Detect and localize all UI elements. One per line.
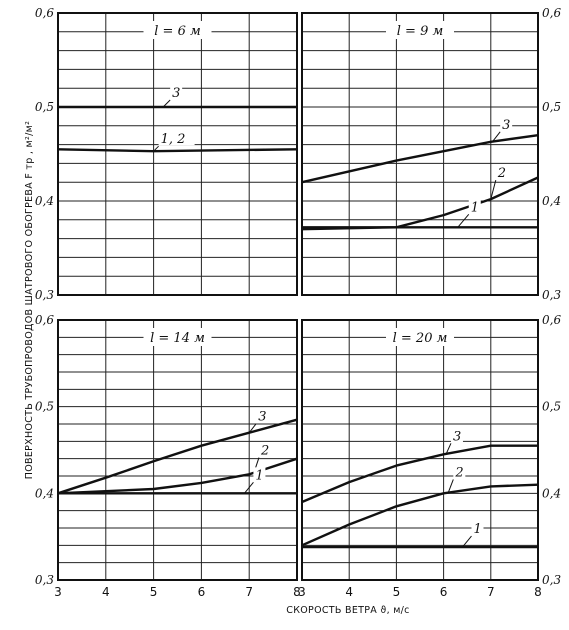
- panel-frame: [301, 319, 539, 581]
- x-tick-label: 8: [534, 585, 542, 599]
- x-tick-label: 7: [487, 585, 495, 599]
- curve-label: 3: [172, 86, 180, 101]
- curve-label-bg: [453, 464, 466, 479]
- curve-label-bg: [158, 131, 195, 146]
- y-tick-label: 0,6: [542, 313, 561, 327]
- y-tick-label: 0,6: [542, 6, 561, 20]
- y-tick-label: 0,6: [35, 313, 54, 327]
- y-tick-label: 0,5: [35, 100, 54, 114]
- series-line-2: [301, 483, 539, 547]
- panel-title-bg: [386, 21, 454, 39]
- curve-label: 1, 2: [161, 132, 186, 147]
- y-tick-label: 0,4: [542, 486, 561, 500]
- panel-title-bg: [143, 21, 212, 39]
- y-tick-label: 0,5: [542, 400, 561, 414]
- curve-label-leader: [248, 423, 257, 433]
- series-line-3: [301, 444, 538, 504]
- curve-label-leader: [162, 99, 171, 108]
- curve-label-bg: [500, 116, 513, 131]
- x-tick-label: 4: [345, 585, 353, 599]
- panel-frame: [301, 12, 539, 296]
- curve-label-bg: [450, 428, 463, 443]
- y-tick-label: 0,5: [542, 100, 561, 114]
- curve-label-leader: [447, 479, 454, 493]
- y-tick-label: 0,3: [542, 573, 561, 587]
- curve-label: 3: [453, 429, 461, 444]
- curve-label: 3: [502, 118, 510, 133]
- y-tick-label: 0,4: [542, 194, 561, 208]
- curve-label: 2: [497, 166, 506, 181]
- curve-label-bg: [468, 199, 481, 214]
- panel-title: l = 6 м: [154, 24, 201, 39]
- panels-layer: l = 6 м 0,3 0,4 0,5 0,6 3 1, 2 l = 9 м 0,3 0,4 0,5…: [35, 6, 562, 599]
- curve-label: 2: [260, 444, 269, 459]
- y-tick-label: 0,4: [35, 486, 54, 500]
- curve-label-bg: [258, 442, 271, 457]
- x-tick-label: 7: [245, 585, 253, 599]
- curve-label-bg: [256, 408, 269, 423]
- series-line-3: [57, 418, 298, 495]
- panel-title-bg: [386, 328, 454, 346]
- series-line-2: [301, 176, 539, 231]
- curve-label-leader: [445, 443, 452, 455]
- x-tick-label: 8: [293, 585, 301, 599]
- series-line-12: [57, 148, 298, 153]
- panel-title: l = 14 м: [150, 331, 205, 346]
- x-tick-label: 3: [54, 585, 62, 599]
- x-tick-label: 4: [102, 585, 110, 599]
- curve-label-bg: [495, 165, 508, 180]
- curve-label-leader: [492, 131, 501, 142]
- x-tick-label: 6: [440, 585, 448, 599]
- curve-label-leader: [462, 535, 472, 548]
- panel-frame: [57, 319, 298, 581]
- y-tick-label: 0,3: [35, 288, 54, 302]
- curve-label-bg: [253, 467, 266, 482]
- panel-l20: l = 20 м 0,3 0,4 0,5 0,6 3 4 5 6 7 8 3 2 1: [298, 313, 561, 599]
- y-tick-label: 0,6: [35, 6, 54, 20]
- y-tick-label: 0,5: [35, 400, 54, 414]
- panel-l6: l = 6 м 0,3 0,4 0,5 0,6 3 1, 2: [35, 6, 298, 302]
- panel-frame: [57, 12, 298, 296]
- panel-title: l = 9 м: [397, 24, 444, 39]
- panel-title-bg: [143, 328, 212, 346]
- curve-label: 1: [471, 200, 479, 215]
- curve-label-leader: [457, 213, 470, 228]
- curve-label-bg: [471, 521, 484, 536]
- panel-l9: l = 9 м 0,3 0,4 0,5 0,6 3 2 1: [301, 6, 561, 302]
- x-tick-label: 5: [393, 585, 401, 599]
- panel-title: l = 20 м: [393, 331, 448, 346]
- curve-label: 2: [454, 465, 463, 480]
- y-tick-label: 0,3: [542, 288, 561, 302]
- curve-label: 1: [255, 468, 263, 483]
- curve-label-leader: [490, 179, 497, 200]
- x-tick-label: 3: [298, 585, 306, 599]
- series-line-3: [301, 134, 539, 184]
- curve-label-leader: [244, 482, 254, 494]
- y-tick-label: 0,4: [35, 194, 54, 208]
- panel-l14: l = 14 м 0,3 0,4 0,5 0,6 3 4 5 6 7 8 3 2 1: [35, 313, 301, 599]
- y-tick-label: 0,3: [35, 573, 54, 587]
- curve-label: 3: [258, 410, 266, 425]
- x-axis-label: СКОРОСТЬ ВЕТРА ϑ, м/с: [286, 605, 409, 616]
- curve-label-leader: [153, 145, 159, 152]
- x-tick-label: 6: [198, 585, 206, 599]
- y-axis-label: ПОВЕРХНОСТЬ ТРУБОПРОВОДОВ ШАТРОВОГО ОБОГ…: [24, 121, 35, 479]
- curve-label: 1: [473, 522, 481, 537]
- curve-label-bg: [170, 85, 183, 99]
- x-tick-label: 5: [150, 585, 158, 599]
